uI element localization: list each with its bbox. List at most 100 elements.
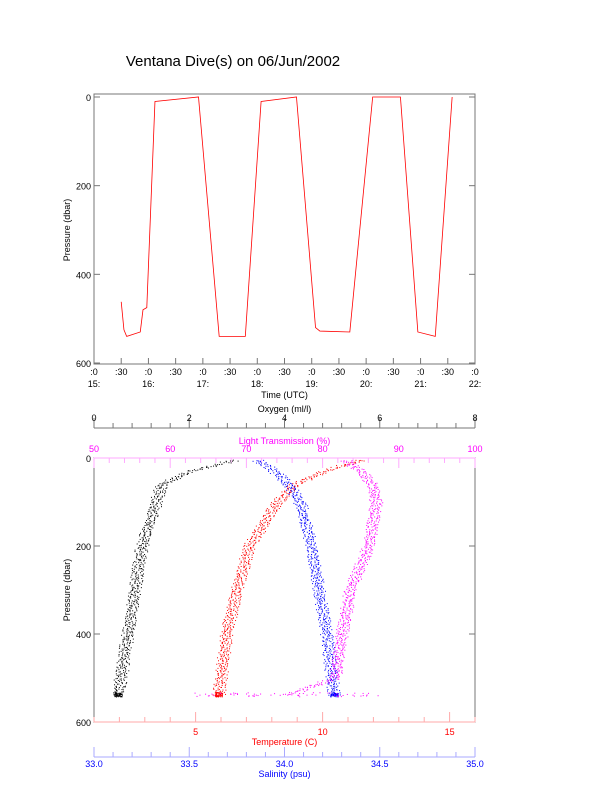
data-point bbox=[377, 497, 379, 499]
data-point bbox=[149, 529, 151, 531]
data-point bbox=[248, 545, 250, 547]
data-point bbox=[284, 490, 286, 492]
data-point bbox=[295, 503, 297, 505]
data-point bbox=[217, 672, 219, 674]
data-point bbox=[378, 495, 380, 497]
data-point bbox=[201, 469, 203, 471]
data-point bbox=[134, 578, 136, 580]
oxygen-axis-label: Oxygen (ml/l) bbox=[258, 404, 312, 414]
data-point bbox=[258, 527, 260, 529]
data-point bbox=[253, 695, 255, 697]
data-point bbox=[317, 567, 319, 569]
data-point bbox=[208, 695, 210, 697]
data-point bbox=[365, 557, 367, 559]
data-point bbox=[327, 658, 329, 660]
data-point bbox=[234, 579, 236, 581]
data-point bbox=[321, 644, 323, 646]
data-point bbox=[120, 658, 122, 660]
data-point bbox=[285, 693, 287, 695]
data-point bbox=[231, 592, 233, 594]
data-point bbox=[314, 553, 316, 555]
data-point bbox=[337, 658, 339, 660]
data-point bbox=[370, 555, 372, 557]
data-point bbox=[382, 502, 384, 504]
data-point bbox=[158, 493, 160, 495]
data-point bbox=[322, 640, 324, 642]
data-point bbox=[332, 695, 334, 697]
data-point bbox=[358, 566, 360, 568]
data-point bbox=[356, 567, 358, 569]
data-point bbox=[353, 463, 355, 465]
data-point bbox=[368, 551, 370, 553]
data-point bbox=[213, 683, 215, 685]
data-point bbox=[293, 495, 295, 497]
data-point bbox=[114, 687, 116, 689]
data-point bbox=[123, 632, 125, 634]
data-point bbox=[264, 527, 266, 529]
data-point bbox=[285, 484, 287, 486]
data-point bbox=[319, 614, 321, 616]
y-tick-label: 0 bbox=[86, 454, 91, 464]
data-point bbox=[126, 652, 128, 654]
data-point bbox=[136, 595, 138, 597]
data-point bbox=[339, 633, 341, 635]
data-point bbox=[142, 580, 144, 582]
data-point bbox=[233, 606, 235, 608]
data-point bbox=[370, 515, 372, 517]
data-point bbox=[338, 676, 340, 678]
data-point bbox=[375, 532, 377, 534]
data-point bbox=[373, 537, 375, 539]
data-point bbox=[346, 607, 348, 609]
data-point bbox=[311, 572, 313, 574]
data-point bbox=[343, 602, 345, 604]
data-point bbox=[224, 638, 226, 640]
data-point bbox=[372, 496, 374, 498]
data-point bbox=[341, 667, 343, 669]
data-point bbox=[241, 583, 243, 585]
data-point bbox=[237, 576, 239, 578]
data-point bbox=[230, 597, 232, 599]
data-point bbox=[319, 600, 321, 602]
data-point bbox=[305, 515, 307, 517]
data-point bbox=[340, 655, 342, 657]
data-point bbox=[156, 512, 158, 514]
data-point bbox=[207, 695, 209, 697]
data-point bbox=[333, 674, 335, 676]
data-point bbox=[230, 603, 232, 605]
data-point bbox=[310, 544, 312, 546]
data-point bbox=[122, 639, 124, 641]
data-point bbox=[374, 528, 376, 530]
data-point bbox=[291, 484, 293, 486]
data-point bbox=[345, 465, 347, 467]
data-point bbox=[374, 489, 376, 491]
data-point bbox=[217, 674, 219, 676]
data-point bbox=[248, 556, 250, 558]
data-point bbox=[229, 635, 231, 637]
data-point bbox=[336, 650, 338, 652]
data-point bbox=[144, 524, 146, 526]
data-point bbox=[230, 621, 232, 623]
data-point bbox=[164, 482, 166, 484]
salinity-tick-label: 35.0 bbox=[466, 759, 484, 769]
data-point bbox=[355, 583, 357, 585]
data-point bbox=[224, 627, 226, 629]
data-point bbox=[315, 553, 317, 555]
data-point bbox=[128, 609, 130, 611]
data-point bbox=[202, 467, 204, 469]
data-point bbox=[159, 502, 161, 504]
data-point bbox=[118, 660, 120, 662]
data-point bbox=[129, 641, 131, 643]
data-point bbox=[298, 510, 300, 512]
data-point bbox=[344, 622, 346, 624]
data-point bbox=[328, 679, 330, 681]
data-point bbox=[336, 689, 338, 691]
data-point bbox=[262, 520, 264, 522]
data-point bbox=[308, 554, 310, 556]
data-point bbox=[320, 613, 322, 615]
data-point bbox=[222, 644, 224, 646]
data-point bbox=[314, 596, 316, 598]
data-point bbox=[349, 463, 351, 465]
data-point bbox=[221, 648, 223, 650]
data-point bbox=[223, 691, 225, 693]
data-point bbox=[327, 630, 329, 632]
